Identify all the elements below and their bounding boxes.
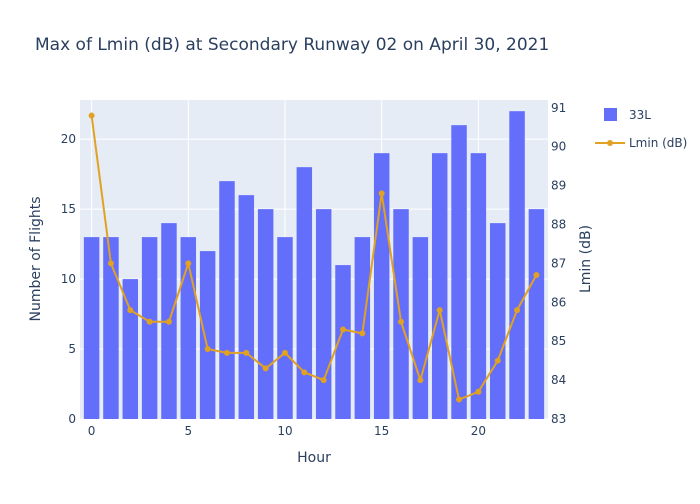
y-right-tick-label: 88	[551, 217, 566, 231]
y-right-tick-label: 86	[551, 295, 566, 309]
lmin-point[interactable]	[494, 357, 501, 364]
bar-33l[interactable]	[122, 279, 139, 419]
y-axis-left-title: Number of Flights	[28, 196, 44, 321]
lmin-point[interactable]	[359, 330, 366, 337]
x-tick-label: 0	[88, 424, 96, 438]
bar-33l[interactable]	[393, 209, 409, 419]
lmin-point[interactable]	[146, 318, 153, 325]
chart-title: Max of Lmin (dB) at Secondary Runway 02 …	[35, 35, 549, 55]
lmin-point[interactable]	[320, 377, 327, 384]
lmin-point[interactable]	[301, 369, 308, 376]
y-right-tick-label: 85	[551, 334, 566, 348]
bar-33l[interactable]	[103, 237, 119, 419]
x-tick-label: 15	[374, 424, 389, 438]
lmin-point[interactable]	[514, 307, 521, 314]
lmin-point[interactable]	[456, 396, 463, 403]
y-right-tick-label: 89	[551, 179, 566, 193]
lmin-series-line	[90, 115, 538, 401]
lmin-point[interactable]	[127, 307, 134, 314]
y-right-tick-label: 83	[551, 412, 566, 426]
lmin-point[interactable]	[262, 365, 269, 372]
legend-label-33l: 33L	[629, 108, 651, 122]
y-right-tick-label: 84	[551, 373, 566, 387]
bar-33l[interactable]	[257, 209, 274, 419]
bar-33l[interactable]	[141, 237, 158, 419]
lmin-point[interactable]	[107, 260, 114, 267]
lmin-point[interactable]	[223, 349, 230, 356]
legend-marker-lmin	[607, 140, 613, 146]
lmin-point[interactable]	[204, 345, 211, 352]
x-tick-label: 10	[277, 424, 292, 438]
y-left-tick-label: 15	[61, 202, 76, 216]
y-left-tick-label: 5	[68, 342, 76, 356]
bar-33l[interactable]	[528, 209, 545, 419]
legend-swatch-33l	[604, 108, 617, 121]
y-left-tick-label: 20	[61, 132, 76, 146]
lmin-point[interactable]	[417, 377, 424, 384]
legend-label-lmin: Lmin (dB)	[629, 136, 687, 150]
lmin-point[interactable]	[281, 349, 288, 356]
y-right-tick-label: 87	[551, 256, 566, 270]
x-tick-label: 20	[471, 424, 486, 438]
bar-33l[interactable]	[335, 265, 351, 419]
lmin-point[interactable]	[340, 326, 347, 333]
bar-33l[interactable]	[277, 237, 293, 419]
lmin-point[interactable]	[185, 260, 192, 267]
lmin-point[interactable]	[533, 272, 540, 279]
bar-33l[interactable]	[431, 153, 448, 419]
lmin-point[interactable]	[475, 388, 482, 395]
y-right-tick-label: 91	[551, 101, 566, 115]
bar-33l[interactable]	[83, 237, 100, 419]
lmin-point[interactable]	[436, 307, 443, 314]
y-left-tick-label: 10	[61, 272, 76, 286]
bar-33l[interactable]	[412, 237, 429, 419]
bar-33l[interactable]	[489, 223, 506, 419]
legend[interactable]: 33L Lmin (dB)	[595, 108, 687, 150]
lmin-point[interactable]	[243, 349, 250, 356]
bar-33l[interactable]	[315, 209, 332, 419]
bar-33l[interactable]	[238, 195, 255, 419]
lmin-point[interactable]	[378, 190, 385, 197]
bar-33l[interactable]	[509, 111, 525, 419]
x-tick-label: 5	[184, 424, 192, 438]
lmin-point[interactable]	[398, 318, 405, 325]
lmin-point[interactable]	[165, 318, 172, 325]
lmin-point[interactable]	[88, 112, 95, 119]
plot-area	[80, 100, 548, 419]
bar-33l[interactable]	[451, 125, 467, 420]
bar-33l[interactable]	[199, 251, 216, 419]
bar-33l[interactable]	[470, 153, 487, 419]
bar-33l[interactable]	[296, 167, 313, 419]
bar-33l[interactable]	[219, 181, 235, 419]
y-axis-right-title: Lmin (dB)	[578, 225, 594, 293]
x-axis-title: Hour	[297, 450, 331, 466]
y-left-tick-label: 0	[68, 412, 76, 426]
y-right-tick-label: 90	[551, 140, 566, 154]
